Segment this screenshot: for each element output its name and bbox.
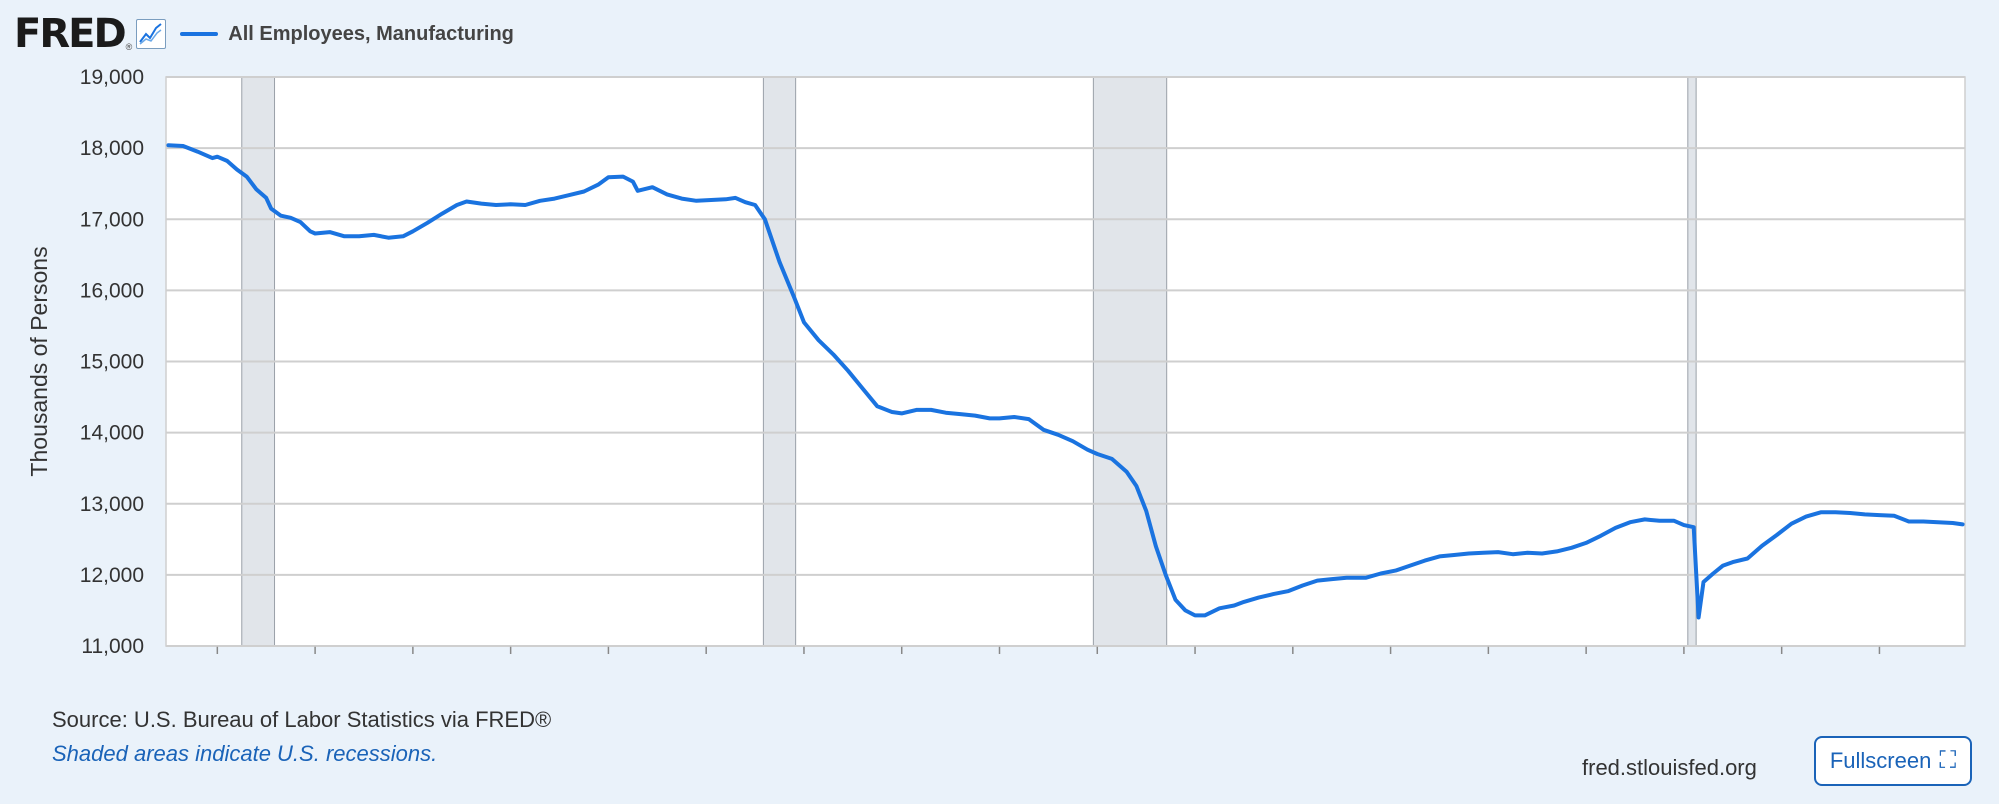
fullscreen-label: Fullscreen [1829,748,1932,773]
line-chart-icon [136,19,167,49]
legend-swatch [180,32,219,36]
series-line [166,143,1965,620]
y-tick-label: 15,000 [80,351,144,374]
source-note: Source: U.S. Bureau of Labor Statistics … [52,707,552,732]
fullscreen-button[interactable]: Fullscreen ⛶ [1814,736,1972,786]
plot-border [165,76,1966,647]
y-tick-label: 13,000 [80,493,144,516]
recession-note: Shaded areas indicate U.S. recessions. [52,741,438,766]
chart-area: 11,000 12,000 13,000 14,000 15,000 16,000 17,0… [0,60,1999,660]
y-tick-label: 16,000 [80,279,144,302]
y-tick-label: 12,000 [80,564,144,587]
y-tick-label: 17,000 [80,208,144,231]
chart-header: FRED ® All Employees, Manufacturing [14,12,514,56]
legend-series-label: All Employees, Manufacturing [228,22,514,45]
y-tick-label: 19,000 [80,66,144,89]
expand-icon: ⛶ [1939,747,1957,774]
y-tick-label: 14,000 [80,422,144,445]
fred-logo[interactable]: FRED [14,11,127,57]
registered-mark: ® [125,42,133,52]
y-tick-label: 11,000 [81,635,144,658]
line-chart: 11,000 12,000 13,000 14,000 15,000 16,000 17,0… [26,66,1966,658]
y-axis-label: Thousands of Persons [26,246,52,476]
site-url[interactable]: fred.stlouisfed.org [1582,755,1757,780]
y-tick-label: 18,000 [80,137,144,160]
